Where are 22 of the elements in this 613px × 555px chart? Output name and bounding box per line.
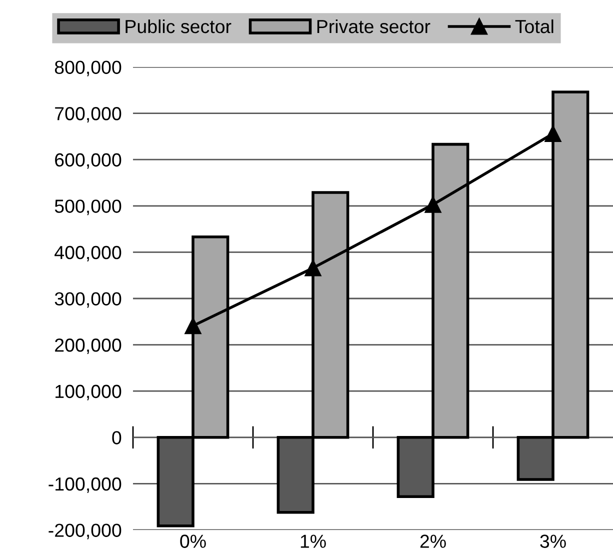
y-tick-label: 500,000 <box>54 200 122 216</box>
y-tick-label: 400,000 <box>54 246 122 262</box>
point <box>304 260 322 276</box>
x-tick-label: 3% <box>540 534 566 548</box>
x-tick-label: 1% <box>300 534 326 548</box>
y-tick-label: 700,000 <box>55 107 122 122</box>
y-tick-label: 0 <box>112 431 122 444</box>
y-tick-label: -200,000 <box>48 524 122 540</box>
y-tick-label: 200,000 <box>55 338 122 354</box>
y-tick-label: 100,000 <box>56 384 122 400</box>
x-tick-label: 2% <box>420 534 446 548</box>
point <box>424 196 442 213</box>
y-tick-label: -100,000 <box>48 477 122 493</box>
y-tick-label: 600,000 <box>55 153 122 169</box>
y-tick-label: 800,000 <box>54 60 122 76</box>
point <box>184 317 202 334</box>
point <box>544 125 562 142</box>
x-tick-label: 0% <box>180 534 206 548</box>
legend-label: Public sector <box>126 19 232 34</box>
legend-label: Total <box>515 19 554 34</box>
legend-label: Private sector <box>317 19 430 34</box>
y-tick-label: 300,000 <box>54 292 122 308</box>
